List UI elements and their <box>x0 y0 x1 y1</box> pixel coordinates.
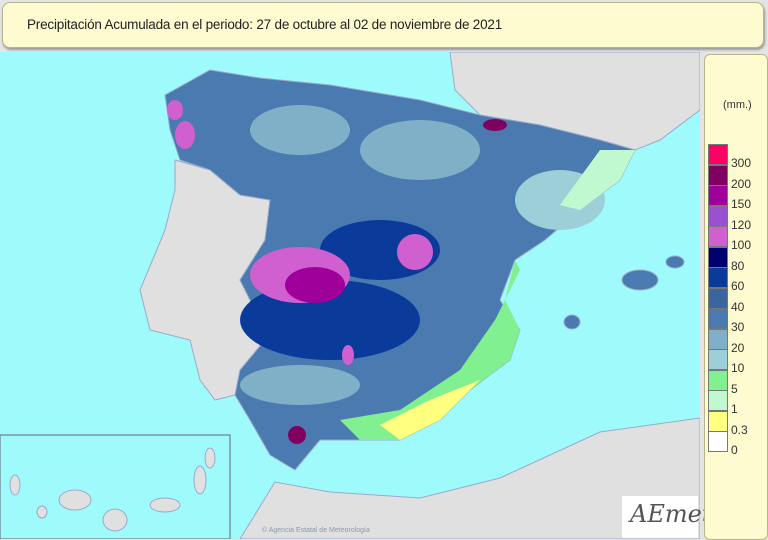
legend-label: 60 <box>731 279 745 293</box>
legend-swatch <box>708 144 728 165</box>
legend-label: 20 <box>731 340 745 355</box>
legend-label: 300 <box>731 156 752 170</box>
legend-swatch <box>708 246 728 268</box>
legend-label: 0 <box>731 443 738 457</box>
balearic-islands <box>563 255 685 330</box>
legend-unit: (mm.) <box>723 99 752 111</box>
legend-label: 1 <box>731 402 738 416</box>
legend-label: 0.3 <box>731 422 748 437</box>
canary-islands-inset <box>0 434 231 539</box>
legend-swatch <box>708 205 728 227</box>
legend-label: 100 <box>731 238 752 252</box>
title-box: Precipitación Acumulada en el periodo: 2… <box>2 2 764 48</box>
precipitation-map <box>0 52 700 539</box>
legend-label: 40 <box>731 299 745 314</box>
legend-swatch <box>708 410 728 432</box>
legend-swatch <box>708 185 728 206</box>
africa <box>239 417 700 539</box>
legend-swatch <box>708 369 728 391</box>
map-title: Precipitación Acumulada en el periodo: 2… <box>27 17 503 32</box>
legend-swatch <box>708 308 728 329</box>
legend-label: 150 <box>731 197 752 211</box>
legend-swatch <box>708 390 728 411</box>
legend-swatch <box>708 287 728 309</box>
legend-swatch <box>708 431 728 452</box>
legend-panel: (mm.) 300 200 150 120 100 80 60 40 30 20 10 5 1 0.3 0 <box>704 54 768 540</box>
legend-swatch <box>708 164 728 186</box>
legend-swatch <box>708 226 728 247</box>
legend-label: 30 <box>731 320 745 334</box>
legend-label: 200 <box>731 176 752 191</box>
aemet-logo: AEmet <box>622 496 711 538</box>
copyright-text: © Agencia Estatal de Meteorología <box>262 527 370 534</box>
legend-label: 120 <box>731 217 752 232</box>
legend-label: 80 <box>731 258 745 273</box>
legend-label: 5 <box>731 381 738 396</box>
legend-swatch <box>708 328 728 350</box>
legend-swatch <box>708 267 728 288</box>
legend-label: 10 <box>731 361 745 375</box>
legend-swatch <box>708 349 728 370</box>
precipitation-fields <box>167 100 635 444</box>
